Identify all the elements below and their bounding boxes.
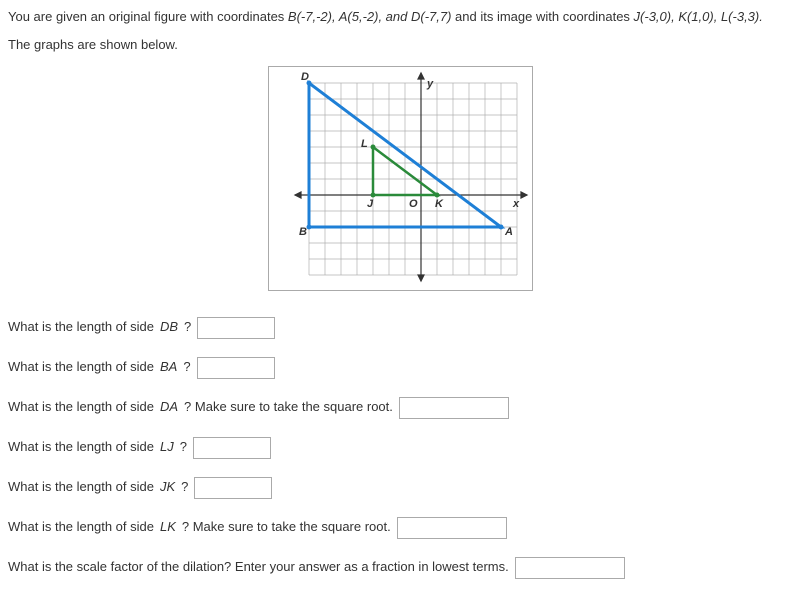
q3-side: DA (160, 398, 178, 416)
q3-suffix: ? Make sure to take the square root. (184, 398, 393, 416)
coords-original: B(-7,-2), A(5,-2), and D(-7,7) (288, 9, 452, 24)
q4-suffix: ? (180, 438, 187, 456)
q4-side: LJ (160, 438, 174, 456)
q1-input[interactable] (197, 317, 275, 339)
problem-middle: and its image with coordinates (451, 9, 633, 24)
label-a: A (504, 226, 513, 238)
question-3: What is the length of side DA ? Make sure… (8, 397, 792, 419)
q5-input[interactable] (194, 477, 272, 499)
q5-side: JK (160, 478, 175, 496)
label-b: B (299, 226, 307, 238)
problem-line-1: You are given an original figure with co… (8, 8, 792, 26)
q4-input[interactable] (193, 437, 271, 459)
question-6: What is the length of side LK ? Make sure… (8, 517, 792, 539)
q3-input[interactable] (399, 397, 509, 419)
question-7: What is the scale factor of the dilation… (8, 557, 792, 579)
q6-side: LK (160, 518, 176, 536)
question-4: What is the length of side LJ? (8, 437, 792, 459)
q1-prefix: What is the length of side (8, 318, 154, 336)
q5-prefix: What is the length of side (8, 478, 154, 496)
problem-prefix: You are given an original figure with co… (8, 9, 288, 24)
label-k: K (435, 198, 444, 210)
q7-text: What is the scale factor of the dilation… (8, 558, 509, 576)
coordinate-graph: B A D J K L O x y (268, 66, 533, 291)
grid-lines (309, 83, 517, 275)
q2-side: BA (160, 358, 177, 376)
q6-input[interactable] (397, 517, 507, 539)
label-origin: O (409, 198, 418, 210)
label-l: L (361, 138, 368, 150)
question-1: What is the length of side DB? (8, 317, 792, 339)
q6-prefix: What is the length of side (8, 518, 154, 536)
q3-prefix: What is the length of side (8, 398, 154, 416)
q2-prefix: What is the length of side (8, 358, 154, 376)
question-2: What is the length of side BA? (8, 357, 792, 379)
q1-suffix: ? (184, 318, 191, 336)
problem-line-2: The graphs are shown below. (8, 36, 792, 54)
q2-input[interactable] (197, 357, 275, 379)
q4-prefix: What is the length of side (8, 438, 154, 456)
label-j: J (367, 198, 374, 210)
label-y-axis: y (426, 78, 434, 90)
graph-container: B A D J K L O x y (8, 66, 792, 296)
q2-suffix: ? (183, 358, 190, 376)
label-x-axis: x (512, 198, 520, 210)
q7-input[interactable] (515, 557, 625, 579)
coords-image: J(-3,0), K(1,0), L(-3,3). (634, 9, 763, 24)
problem-statement: You are given an original figure with co… (8, 8, 792, 54)
q5-suffix: ? (181, 478, 188, 496)
q1-side: DB (160, 318, 178, 336)
question-5: What is the length of side JK? (8, 477, 792, 499)
point-labels: B A D J K L O x y (299, 71, 520, 238)
q6-suffix: ? Make sure to take the square root. (182, 518, 391, 536)
